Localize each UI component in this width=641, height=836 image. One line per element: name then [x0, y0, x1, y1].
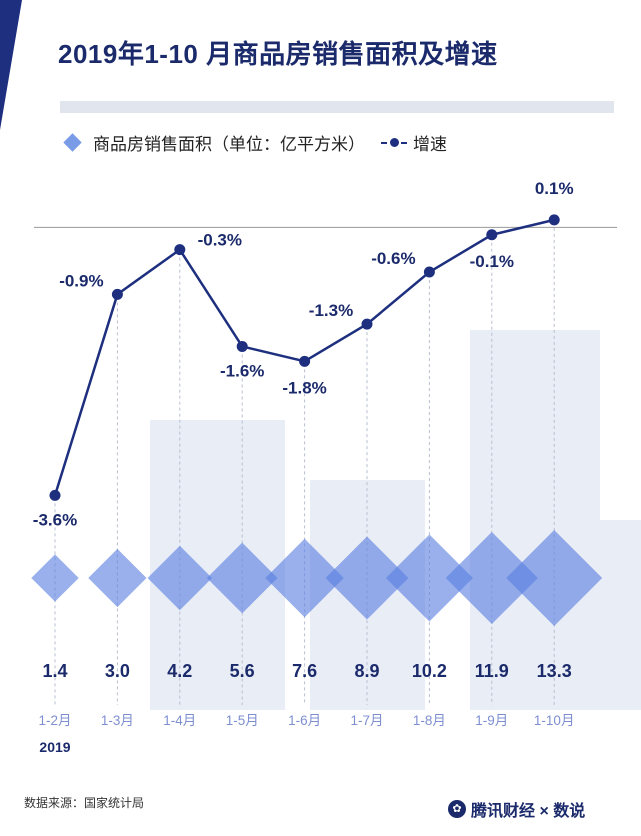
area-value-label: 10.2	[412, 661, 447, 681]
category-label: 1-9月	[475, 713, 508, 728]
growth-label: -1.6%	[220, 361, 264, 380]
area-value-label: 11.9	[475, 661, 509, 681]
category-label: 1-4月	[163, 713, 196, 728]
area-value-label: 4.2	[167, 661, 192, 681]
category-label: 1-7月	[350, 713, 383, 728]
background-building	[600, 520, 641, 710]
growth-point	[548, 214, 560, 226]
area-value-label: 7.6	[292, 661, 317, 681]
growth-point	[486, 229, 498, 241]
category-label: 1-6月	[288, 713, 321, 728]
growth-label: -0.3%	[198, 231, 242, 250]
year-label: 2019	[39, 739, 70, 755]
category-label: 1-8月	[413, 713, 446, 728]
area-diamond	[506, 530, 603, 626]
area-value-label: 5.6	[230, 661, 255, 681]
growth-label: -0.9%	[59, 271, 103, 290]
area-diamond	[265, 538, 344, 618]
legend-growth-label: 增速	[413, 135, 447, 154]
category-label: 1-10月	[534, 713, 575, 728]
data-source: 数据来源：国家统计局	[24, 796, 145, 810]
area-value-label: 3.0	[105, 661, 130, 681]
area-diamond	[445, 531, 538, 625]
growth-label: -1.8%	[282, 378, 326, 397]
category-label: 1-5月	[226, 713, 259, 728]
area-diamond	[31, 554, 79, 602]
growth-point	[423, 266, 435, 278]
background-building	[470, 330, 600, 710]
growth-label: -0.1%	[470, 252, 514, 271]
legend: 商品房销售面积（单位：亿平方米） 增速	[62, 130, 447, 155]
category-label: 1-3月	[101, 713, 134, 728]
chart-title: 2019年1-10 月商品房销售面积及增速	[58, 39, 498, 69]
growth-point	[49, 489, 61, 501]
area-diamond	[88, 548, 147, 608]
background-buildings	[150, 330, 641, 710]
growth-point	[111, 288, 123, 300]
category-label: 1-2月	[38, 713, 71, 728]
area-value-label: 1.4	[42, 661, 67, 681]
area-diamond	[147, 545, 213, 611]
area-value-label: 8.9	[354, 661, 379, 681]
growth-point	[299, 355, 311, 367]
growth-point	[174, 244, 186, 256]
growth-label: -3.6%	[33, 510, 77, 529]
growth-label: -0.6%	[371, 249, 415, 268]
legend-area-label: 商品房销售面积（单位：亿平方米）	[93, 135, 365, 154]
growth-label: -1.3%	[309, 301, 353, 320]
area-value-label: 13.3	[537, 661, 572, 681]
growth-point	[361, 318, 373, 330]
brand-text: 腾讯财经 × 数说	[471, 803, 586, 820]
area-diamond	[206, 542, 278, 614]
area-diamond	[385, 534, 473, 622]
growth-label: 0.1%	[535, 179, 574, 198]
title-underline	[60, 101, 614, 113]
corner-accent	[0, 0, 22, 130]
legend-line-icon	[381, 137, 407, 149]
area-diamond	[325, 536, 409, 620]
brand-logo-icon: ✿	[448, 800, 466, 818]
brand: ✿ 腾讯财经 × 数说	[448, 797, 585, 821]
growth-point	[236, 340, 248, 352]
